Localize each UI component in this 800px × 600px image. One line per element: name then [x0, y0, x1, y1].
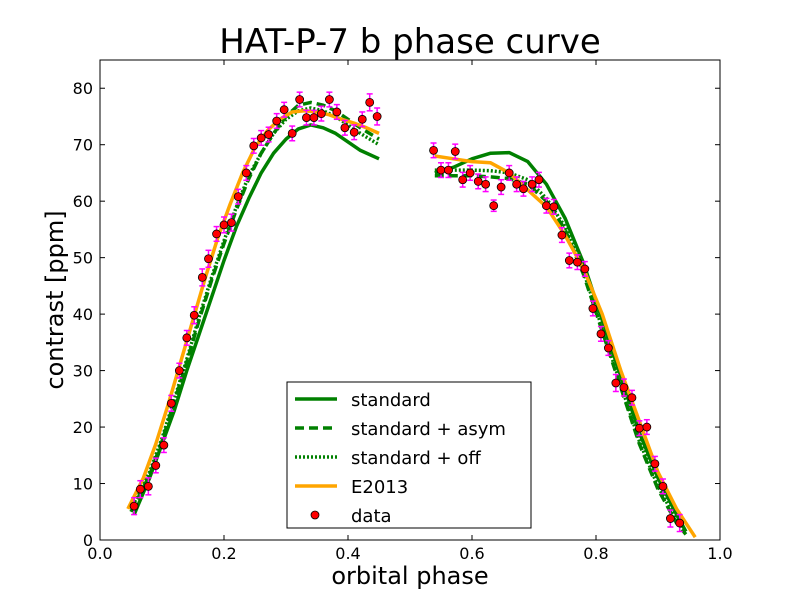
- y-axis-label: contrast [ppm]: [41, 210, 69, 389]
- data-point: [272, 116, 282, 126]
- data-point: [642, 422, 652, 432]
- data-point: [557, 230, 567, 240]
- data-point: [564, 256, 574, 265]
- data-point: [675, 518, 685, 528]
- data-point: [227, 218, 236, 228]
- data-point: [658, 481, 668, 491]
- data-point: [627, 393, 637, 403]
- data-point: [573, 257, 582, 267]
- data-point: [635, 423, 644, 433]
- data-point: [197, 273, 207, 282]
- data-point: [182, 333, 192, 343]
- data-point: [604, 343, 613, 353]
- data-point: [481, 179, 491, 189]
- data-point: [302, 113, 311, 122]
- data-point: [241, 168, 251, 178]
- data-point: [316, 109, 326, 119]
- data-point: [549, 202, 559, 212]
- data-point: [324, 95, 334, 104]
- legend-label-standard-off: standard + off: [351, 448, 481, 469]
- legend-label-data: data: [351, 506, 392, 527]
- data-points: [129, 91, 685, 533]
- data-point: [588, 304, 598, 313]
- data-point: [340, 123, 350, 133]
- y-tick-label: 10: [73, 475, 93, 494]
- data-point: [204, 254, 213, 264]
- data-point: [527, 179, 537, 189]
- plot-area: 0.0 0.2 0.4 0.6 0.8 1.0 0 10 20 30 40 50 60 70 80: [73, 59, 733, 563]
- data-point: [436, 165, 446, 175]
- axis-ticks: 0.0 0.2 0.4 0.6 0.8 1.0 0 10 20 30 40 50 60 70 80: [73, 60, 733, 563]
- data-point: [159, 440, 169, 450]
- data-point: [135, 484, 145, 494]
- data-point: [465, 168, 475, 178]
- y-tick-label: 0: [83, 531, 93, 550]
- x-tick-label: 0.8: [583, 544, 608, 563]
- data-point: [596, 329, 606, 339]
- series-standard-line: [132, 123, 380, 516]
- legend: standard standard + asym standard + off E20…: [286, 381, 532, 529]
- data-point: [519, 184, 528, 194]
- data-point: [219, 220, 229, 230]
- data-point: [295, 95, 305, 104]
- data-point: [256, 133, 266, 143]
- x-tick-label: 1.0: [707, 544, 732, 563]
- axes-frame: [99, 59, 721, 541]
- data-point: [166, 398, 176, 408]
- data-point: [496, 182, 506, 192]
- data-point: [372, 112, 382, 121]
- data-point: [619, 383, 629, 392]
- x-axis-label: orbital phase: [331, 562, 488, 590]
- data-point: [429, 145, 438, 155]
- data-point: [174, 366, 184, 375]
- data-point: [287, 129, 297, 138]
- data-point: [611, 378, 621, 388]
- data-point: [309, 113, 319, 122]
- data-point: [444, 165, 453, 175]
- y-tick-label: 30: [73, 362, 93, 381]
- data-point: [349, 127, 359, 137]
- data-point: [458, 175, 468, 185]
- data-point: [365, 97, 375, 107]
- data-point: [143, 481, 153, 491]
- data-point: [151, 461, 161, 470]
- data-point: [489, 201, 499, 211]
- y-tick-label: 70: [73, 136, 93, 155]
- data-point: [534, 175, 544, 185]
- y-tick-label: 50: [73, 249, 93, 268]
- data-point: [666, 514, 675, 523]
- chart-title: HAT-P-7 b phase curve: [219, 22, 601, 62]
- x-tick-label: 0.4: [335, 544, 360, 563]
- data-point: [473, 177, 483, 186]
- x-tick-label: 0.6: [459, 544, 484, 563]
- data-point: [249, 141, 259, 151]
- data-point: [650, 459, 660, 469]
- legend-swatch-data: [310, 510, 320, 520]
- data-point: [357, 114, 367, 124]
- legend-frame: [286, 381, 532, 529]
- data-point: [233, 192, 243, 202]
- legend-label-standard: standard: [351, 390, 431, 411]
- data-point: [264, 130, 274, 139]
- y-tick-label: 40: [73, 305, 93, 324]
- data-point: [129, 501, 139, 511]
- y-tick-label: 80: [73, 79, 93, 98]
- data-point: [332, 107, 342, 117]
- data-point: [189, 310, 199, 320]
- data-point: [504, 168, 514, 178]
- data-point: [212, 229, 221, 239]
- y-tick-label: 60: [73, 192, 93, 211]
- x-tick-label: 0.2: [211, 544, 236, 563]
- data-point: [580, 264, 590, 274]
- data-point: [512, 179, 522, 189]
- data-point: [542, 201, 551, 211]
- legend-label-e2013: E2013: [351, 477, 408, 498]
- legend-label-standard-asym: standard + asym: [351, 419, 506, 440]
- x-tick-label: 0.0: [87, 544, 112, 563]
- y-tick-label: 20: [73, 418, 93, 437]
- data-point: [279, 105, 289, 115]
- data-point: [450, 147, 460, 156]
